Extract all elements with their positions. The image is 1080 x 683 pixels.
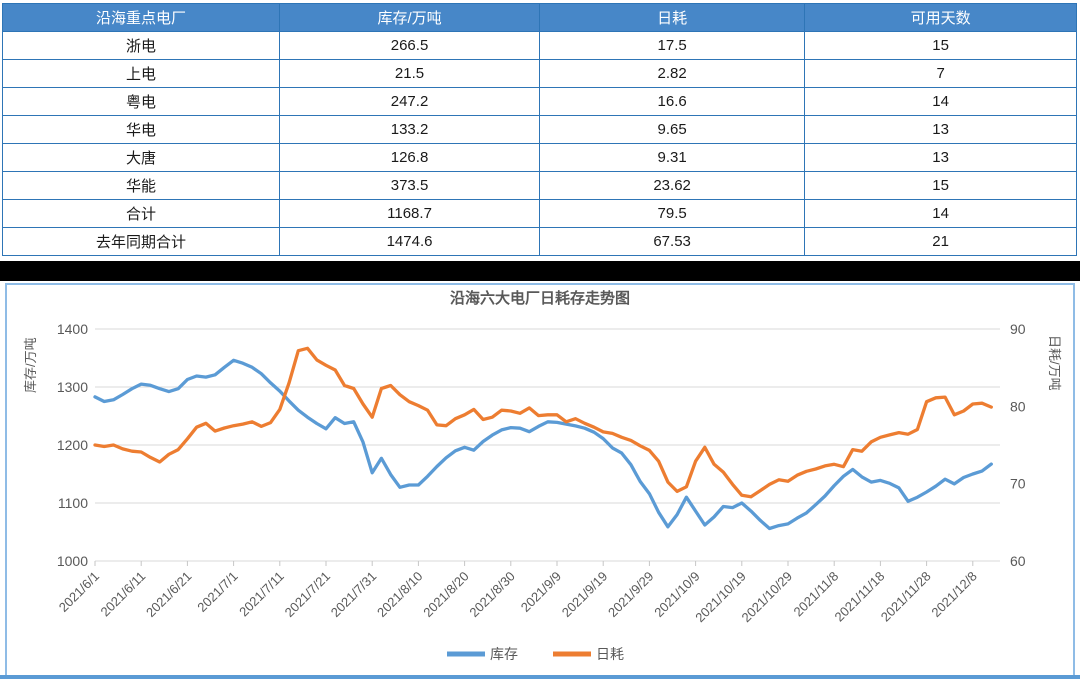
- legend-label: 库存: [490, 646, 518, 662]
- x-axis-tick-label: 2021/7/21: [282, 569, 334, 621]
- plant-name-cell: 浙电: [1, 31, 281, 60]
- table-row: 粤电 247.2 16.6 14: [1, 87, 1077, 116]
- available-days-cell: 15: [804, 31, 1077, 60]
- plant-name-cell: 去年同期合计: [1, 227, 281, 256]
- left-axis-tick-label: 1200: [57, 437, 88, 453]
- x-axis-tick-label: 2021/8/10: [374, 569, 426, 621]
- daily-consumption-cell: 16.6: [538, 87, 806, 116]
- inventory-cell: 133.2: [279, 115, 540, 144]
- table-row: 华能 373.5 23.62 15: [1, 171, 1077, 200]
- inventory-cell: 21.5: [279, 59, 540, 88]
- inventory-cell: 1474.6: [279, 227, 540, 256]
- x-axis-tick-label: 2021/6/21: [143, 569, 195, 621]
- daily-consumption-series-line: [93, 346, 993, 499]
- x-axis-tick-label: 2021/9/9: [518, 569, 564, 615]
- available-days-cell: 14: [804, 87, 1077, 116]
- header-available-days: 可用天数: [804, 3, 1077, 32]
- plant-name-cell: 华电: [1, 115, 281, 144]
- available-days-cell: 15: [804, 171, 1077, 200]
- available-days-cell: 21: [804, 227, 1077, 256]
- table-row: 华电 133.2 9.65 13: [1, 115, 1077, 144]
- plant-name-cell: 大唐: [1, 143, 281, 172]
- right-axis-tick-label: 70: [1010, 476, 1026, 492]
- x-axis-tick-label: 2021/8/20: [420, 569, 472, 621]
- available-days-cell: 7: [804, 59, 1077, 88]
- right-axis-tick-label: 60: [1010, 553, 1026, 569]
- inventory-cell: 373.5: [279, 171, 540, 200]
- gridlines: [95, 328, 1000, 562]
- plant-name-cell: 粤电: [1, 87, 281, 116]
- x-axis-tick-label: 2021/6/1: [56, 569, 102, 615]
- available-days-cell: 14: [804, 199, 1077, 228]
- divider-band: [0, 261, 1080, 281]
- x-axis-tick-label: 2021/7/11: [236, 569, 287, 620]
- header-daily-consumption: 日耗: [538, 3, 806, 32]
- daily-consumption-cell: 67.53: [538, 227, 806, 256]
- right-axis-tick-label: 90: [1010, 321, 1026, 337]
- table-row-last-year-total: 去年同期合计 1474.6 67.53 21: [1, 227, 1077, 256]
- x-axis-tick-label: 2021/9/19: [559, 569, 611, 621]
- inventory-cell: 247.2: [279, 87, 540, 116]
- x-axis-tick-label: 2021/7/1: [194, 569, 240, 615]
- daily-consumption-cell: 9.31: [538, 143, 806, 172]
- plant-name-cell: 上电: [1, 59, 281, 88]
- legend-item-inventory[interactable]: 库存: [447, 646, 518, 662]
- right-axis-title: 日耗/万吨: [1047, 335, 1062, 391]
- daily-consumption-cell: 23.62: [538, 171, 806, 200]
- trend-chart: 沿海六大电厂日耗存走势图 1400 1300 1200 1100 1000 90 80 70 60…: [23, 289, 1062, 662]
- x-axis-tick-label: 2021/11/28: [878, 569, 934, 625]
- available-days-cell: 13: [804, 115, 1077, 144]
- header-inventory: 库存/万吨: [279, 3, 540, 32]
- table-header-row: 沿海重点电厂 库存/万吨 日耗 可用天数: [1, 3, 1077, 32]
- x-axis-tick-label: 2021/8/30: [466, 569, 518, 621]
- daily-consumption-cell: 9.65: [538, 115, 806, 144]
- x-axis-tick-label: 2021/7/31: [328, 569, 380, 621]
- available-days-cell: 13: [804, 143, 1077, 172]
- x-axis-tick-label: 2021/12/8: [928, 569, 980, 621]
- inventory-cell: 126.8: [279, 143, 540, 172]
- chart-title: 沿海六大电厂日耗存走势图: [450, 289, 630, 307]
- inventory-cell: 1168.7: [279, 199, 540, 228]
- header-plant: 沿海重点电厂: [1, 3, 281, 32]
- bottom-accent-bar: [0, 675, 1080, 679]
- daily-consumption-cell: 79.5: [538, 199, 806, 228]
- x-axis-tick-label: 2021/9/29: [605, 569, 657, 621]
- left-axis-tick-label: 1400: [57, 321, 88, 337]
- daily-consumption-cell: 17.5: [538, 31, 806, 60]
- daily-consumption-cell: 2.82: [538, 59, 806, 88]
- table-row: 浙电 266.5 17.5 15: [1, 31, 1077, 60]
- left-axis-tick-label: 1000: [57, 553, 88, 569]
- right-axis-tick-label: 80: [1010, 398, 1026, 414]
- coastal-plants-table: 沿海重点电厂 库存/万吨 日耗 可用天数 浙电 266.5 17.5 15 上电…: [1, 3, 1077, 256]
- legend-label: 日耗: [596, 646, 624, 662]
- x-axis-tick-label: 2021/6/11: [97, 569, 148, 620]
- left-axis-tick-label: 1100: [58, 495, 88, 511]
- chart-legend: 库存 日耗: [447, 646, 624, 662]
- x-axis-tick-label: 2021/10/29: [738, 569, 795, 626]
- chart-panel: 沿海六大电厂日耗存走势图 1400 1300 1200 1100 1000 90 80 70 60…: [5, 283, 1075, 675]
- plant-name-cell: 合计: [1, 199, 281, 228]
- inventory-cell: 266.5: [279, 31, 540, 60]
- legend-item-daily-consumption[interactable]: 日耗: [553, 646, 624, 662]
- table-row: 大唐 126.8 9.31 13: [1, 143, 1077, 172]
- table-row: 上电 21.5 2.82 7: [1, 59, 1077, 88]
- plant-name-cell: 华能: [1, 171, 281, 200]
- inventory-series-line: [93, 358, 993, 531]
- left-axis-tick-label: 1300: [57, 379, 88, 395]
- table-row-total: 合计 1168.7 79.5 14: [1, 199, 1077, 228]
- left-axis-title: 库存/万吨: [23, 337, 38, 393]
